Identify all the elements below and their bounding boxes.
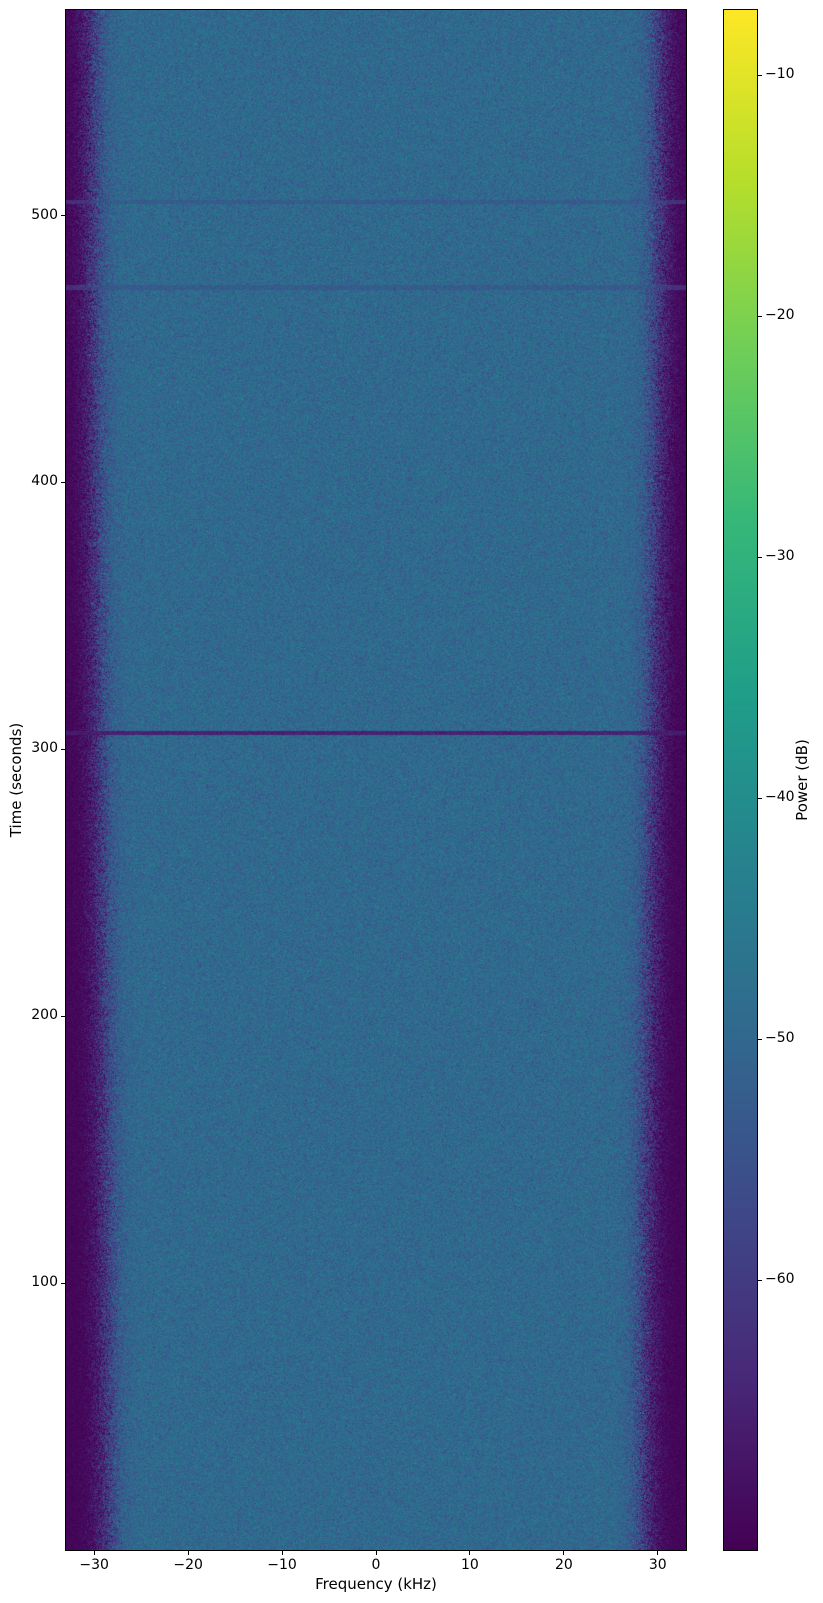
colorbar-tick-label: −40 [765,789,795,806]
y-tick-mark [61,1015,65,1017]
x-tick-mark [93,1551,95,1555]
y-tick-label: 100 [31,1274,58,1291]
colorbar-tick-mark [758,797,762,799]
y-tick-label: 300 [31,740,58,757]
colorbar-gradient [724,10,757,1550]
colorbar-tick-mark [758,556,762,558]
colorbar-tick-label: −20 [765,307,795,324]
x-tick-label: 30 [648,1557,667,1573]
x-tick-label: −10 [267,1557,297,1573]
y-tick-mark [61,215,65,216]
x-tick-mark [375,1551,377,1555]
colorbar-tick-label: −60 [765,1271,795,1288]
x-tick-mark [187,1551,189,1555]
y-axis-label: Time (seconds) [7,722,25,838]
y-tick-mark [61,481,65,483]
x-tick-label: 10 [461,1557,479,1573]
x-tick-mark [281,1551,283,1555]
colorbar-tick-mark [758,1279,762,1281]
colorbar-label: Power (dB) [793,739,811,821]
x-axis-label: Frequency (kHz) [315,1575,437,1593]
colorbar-tick-label: −50 [765,1030,795,1047]
colorbar-tick-mark [758,74,762,76]
y-tick-mark [61,1282,65,1284]
y-tick-label: 400 [31,473,58,490]
colorbar-tick-mark [758,315,762,317]
x-tick-label: −30 [79,1557,109,1573]
colorbar-tick-mark [758,1038,762,1040]
y-tick-label: 500 [31,206,58,223]
colorbar-tick-label: −10 [765,66,795,83]
x-tick-label: −20 [173,1557,203,1573]
x-tick-label: 20 [554,1557,573,1573]
x-tick-label: 0 [371,1557,381,1573]
colorbar-tick-label: −30 [765,548,795,565]
x-tick-mark [657,1551,659,1555]
x-tick-mark [469,1551,471,1555]
y-tick-label: 200 [31,1007,58,1024]
spectrogram-heatmap [66,10,686,1550]
x-tick-mark [563,1551,565,1555]
y-tick-mark [61,748,65,750]
